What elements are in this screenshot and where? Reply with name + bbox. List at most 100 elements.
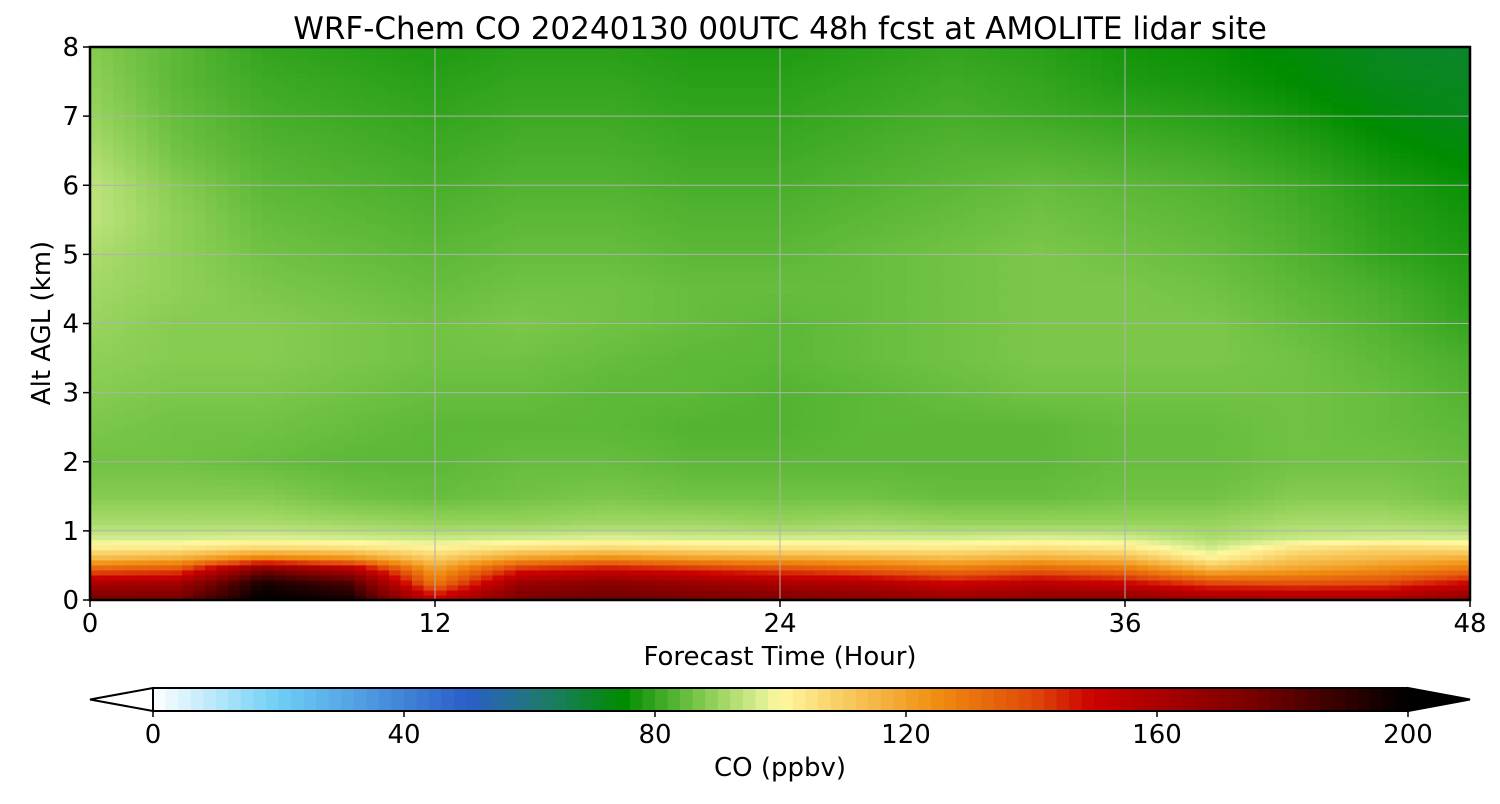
heatmap-cell (423, 529, 436, 536)
heatmap-cell (481, 429, 494, 435)
heatmap-cell (469, 454, 482, 460)
heatmap-cell (1102, 549, 1115, 556)
heatmap-cell (1102, 439, 1115, 445)
heatmap-cell (1343, 449, 1356, 455)
heatmap-cell (1113, 434, 1126, 440)
heatmap-cell (757, 519, 770, 526)
heatmap-cell (1309, 489, 1322, 496)
heatmap-cell (860, 579, 873, 586)
heatmap-cell (1033, 489, 1046, 496)
heatmap-cell (837, 403, 850, 410)
heatmap-cell (389, 479, 402, 485)
heatmap-cell (1090, 544, 1103, 551)
heatmap-cell (400, 494, 413, 501)
heatmap-cell (182, 419, 195, 425)
heatmap-cell (929, 564, 942, 571)
heatmap-cell (1136, 584, 1149, 591)
heatmap-cell (745, 424, 758, 430)
heatmap-cell (791, 474, 804, 480)
heatmap-cell (285, 419, 298, 425)
heatmap-cell (676, 434, 689, 440)
heatmap-cell (90, 519, 103, 526)
heatmap-cell (228, 519, 241, 526)
heatmap-cell (1113, 554, 1126, 561)
heatmap-cell (1355, 489, 1368, 496)
heatmap-cell (711, 393, 724, 400)
heatmap-cell (504, 469, 517, 475)
heatmap-cell (469, 393, 482, 400)
heatmap-cell (1136, 449, 1149, 455)
heatmap-cell (699, 559, 712, 566)
heatmap-cell (366, 594, 379, 601)
heatmap-cell (607, 539, 620, 546)
heatmap-cell (1217, 519, 1230, 526)
heatmap-cell (906, 474, 919, 480)
heatmap-cell (826, 564, 839, 571)
heatmap-cell (446, 403, 459, 410)
heatmap-cell (1067, 429, 1080, 435)
heatmap-cell (711, 444, 724, 450)
heatmap-cell (688, 439, 701, 445)
heatmap-cell (1021, 419, 1034, 425)
heatmap-cell (469, 549, 482, 556)
heatmap-cell (1090, 499, 1103, 506)
heatmap-cell (1332, 403, 1345, 410)
heatmap-cell (1090, 408, 1103, 415)
heatmap-cell (849, 434, 862, 440)
heatmap-cell (1309, 439, 1322, 445)
heatmap-cell (1033, 408, 1046, 415)
heatmap-cell (1343, 529, 1356, 536)
heatmap-cell (1021, 569, 1034, 576)
heatmap-cell (1182, 574, 1195, 581)
heatmap-cell (1021, 429, 1034, 435)
heatmap-cell (849, 539, 862, 546)
heatmap-cell (492, 469, 505, 475)
heatmap-cell (722, 584, 735, 591)
heatmap-cell (285, 559, 298, 566)
heatmap-cell (607, 393, 620, 400)
heatmap-cell (665, 534, 678, 541)
heatmap-cell (389, 469, 402, 475)
heatmap-cell (435, 554, 448, 561)
heatmap-cell (699, 509, 712, 516)
heatmap-cell (561, 589, 574, 596)
heatmap-cell (1274, 569, 1287, 576)
heatmap-cell (159, 509, 172, 516)
heatmap-cell (918, 569, 931, 576)
heatmap-cell (1309, 393, 1322, 400)
heatmap-cell (734, 564, 747, 571)
heatmap-cell (1217, 494, 1230, 501)
heatmap-cell (159, 393, 172, 400)
heatmap-cell (481, 499, 494, 506)
heatmap-cell (1217, 579, 1230, 586)
heatmap-cell (504, 524, 517, 531)
heatmap-cell (826, 439, 839, 445)
heatmap-cell (297, 469, 310, 475)
heatmap-cell (849, 444, 862, 450)
heatmap-cell (1217, 594, 1230, 601)
heatmap-cell (1159, 494, 1172, 501)
heatmap-cell (354, 469, 367, 475)
heatmap-cell (170, 524, 183, 531)
heatmap-cell (90, 569, 103, 576)
heatmap-cell (1194, 444, 1207, 450)
heatmap-cell (1033, 589, 1046, 596)
heatmap-cell (607, 534, 620, 541)
heatmap-cell (389, 393, 402, 400)
heatmap-cell (458, 549, 471, 556)
heatmap-cell (1240, 514, 1253, 521)
heatmap-cell (1274, 514, 1287, 521)
heatmap-cell (1079, 413, 1092, 420)
heatmap-cell (1125, 474, 1138, 480)
heatmap-cell (147, 393, 160, 400)
heatmap-cell (538, 449, 551, 455)
heatmap-cell (1389, 484, 1402, 490)
heatmap-cell (1251, 499, 1264, 506)
heatmap-cell (446, 393, 459, 400)
heatmap-cell (1297, 398, 1310, 405)
heatmap-cell (734, 544, 747, 551)
heatmap-cell (768, 393, 781, 400)
heatmap-cell (423, 494, 436, 501)
heatmap-cell (584, 434, 597, 440)
heatmap-cell (676, 489, 689, 496)
